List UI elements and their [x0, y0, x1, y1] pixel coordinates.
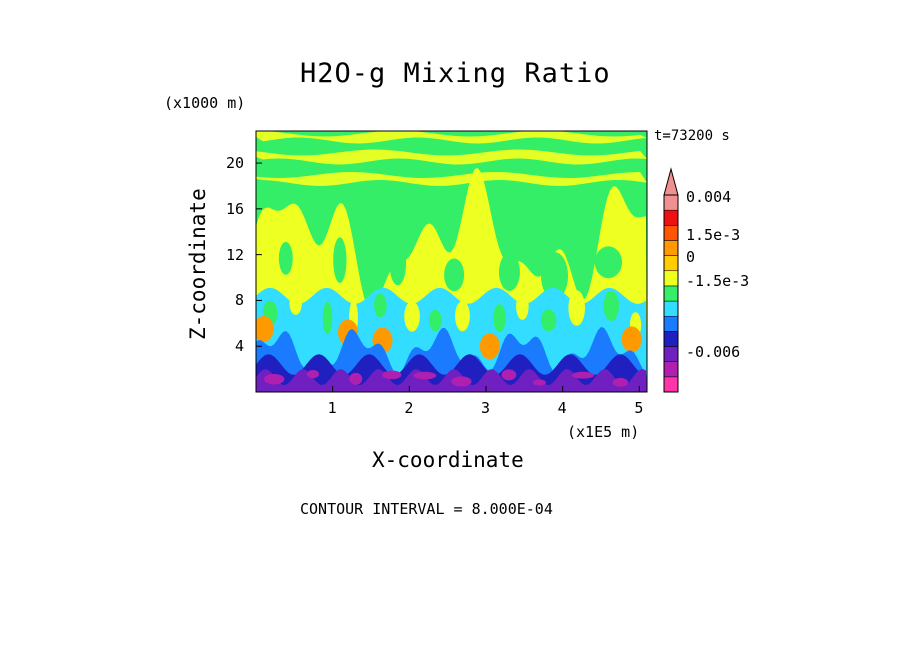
- y-tick-label: 20: [226, 154, 245, 173]
- field-filament: [493, 304, 506, 333]
- colorbar-segment: [663, 300, 679, 317]
- field-streak-yellow: [256, 172, 647, 186]
- colorbar-segment: [663, 194, 679, 211]
- y-axis-label: Z-coordinate: [186, 188, 210, 340]
- colorbar-label: -1.5e-3: [686, 272, 750, 290]
- field-plume-green: [498, 253, 520, 291]
- colorbar-segment: [663, 346, 679, 362]
- x-tick-label: 5: [634, 399, 644, 417]
- field-blob-magenta: [264, 374, 285, 385]
- y-tick-marks: [256, 162, 262, 347]
- x-tick-label: 1: [327, 399, 337, 417]
- field-plume-green: [594, 246, 623, 279]
- colorbar-segment: [663, 255, 679, 272]
- colorbar-segment: [663, 240, 679, 256]
- y-tick-label: 8: [235, 291, 245, 310]
- field-plume-green: [541, 252, 569, 300]
- field-filament: [322, 301, 333, 335]
- colorbar-label: -0.006: [686, 343, 741, 361]
- field-streak-yellow: [256, 131, 647, 144]
- colorbar-segment: [663, 209, 679, 226]
- field-streak-yellow: [256, 149, 647, 165]
- field-spot-orange: [621, 326, 642, 353]
- field-spot-orange: [479, 333, 500, 360]
- x-tick-label: 2: [404, 399, 414, 417]
- colorbar-top-arrow: [663, 167, 679, 196]
- field-filament: [603, 290, 620, 322]
- contour-interval-text: CONTOUR INTERVAL = 8.000E-04: [300, 500, 553, 518]
- field-blob-magenta: [413, 371, 437, 380]
- colorbar-segment: [663, 331, 679, 347]
- y-tick-label: 16: [226, 199, 245, 218]
- field-blob-magenta: [382, 370, 402, 380]
- field-filament: [429, 309, 442, 332]
- field-filament: [455, 300, 470, 332]
- chart-title: H2O-g Mixing Ratio: [300, 58, 611, 89]
- y-axis-unit: (x1000 m): [164, 94, 246, 112]
- field-spot-orange: [256, 316, 274, 343]
- field-blob-magenta: [349, 372, 363, 385]
- field-blob-magenta: [306, 370, 320, 379]
- field-blob-magenta: [501, 369, 517, 381]
- x-tick-label: 4: [557, 399, 567, 417]
- field-plume-green: [389, 241, 407, 286]
- field-blob-magenta: [451, 376, 472, 387]
- colorbar: [663, 167, 679, 393]
- field-plume-green: [278, 241, 293, 275]
- colorbar-label: 0.004: [686, 188, 732, 206]
- colorbar-segment: [663, 225, 679, 241]
- field-plume-green: [444, 258, 465, 292]
- colorbar-segment: [663, 270, 679, 287]
- field-filament: [568, 290, 585, 326]
- y-tick-label: 12: [226, 245, 245, 264]
- colorbar-segment: [663, 285, 679, 302]
- x-tick-marks: [332, 386, 640, 392]
- field-blob-magenta: [612, 377, 629, 387]
- colorbar-label: 1.5e-3: [686, 226, 741, 244]
- field-blob-magenta: [571, 371, 595, 379]
- field-filament: [374, 293, 387, 318]
- x-axis-unit: (x1E5 m): [567, 423, 640, 441]
- colorbar-frame: [663, 194, 679, 393]
- plot-frame: [255, 130, 648, 393]
- x-axis-label: X-coordinate: [372, 448, 524, 472]
- field-filament: [540, 309, 557, 332]
- contour-field: [256, 131, 647, 392]
- field-filament: [289, 291, 302, 315]
- colorbar-segment: [663, 361, 679, 378]
- time-label: t=73200 s: [654, 128, 730, 144]
- colorbar-label: 0: [686, 248, 696, 266]
- colorbar-segment: [663, 376, 679, 393]
- field-blob-magenta: [533, 379, 547, 386]
- field-plume-green: [333, 237, 347, 283]
- field-filament: [516, 292, 529, 320]
- x-tick-label: 3: [481, 399, 491, 417]
- field-filament: [404, 301, 420, 332]
- colorbar-segment: [663, 315, 679, 332]
- y-tick-label: 4: [235, 337, 245, 356]
